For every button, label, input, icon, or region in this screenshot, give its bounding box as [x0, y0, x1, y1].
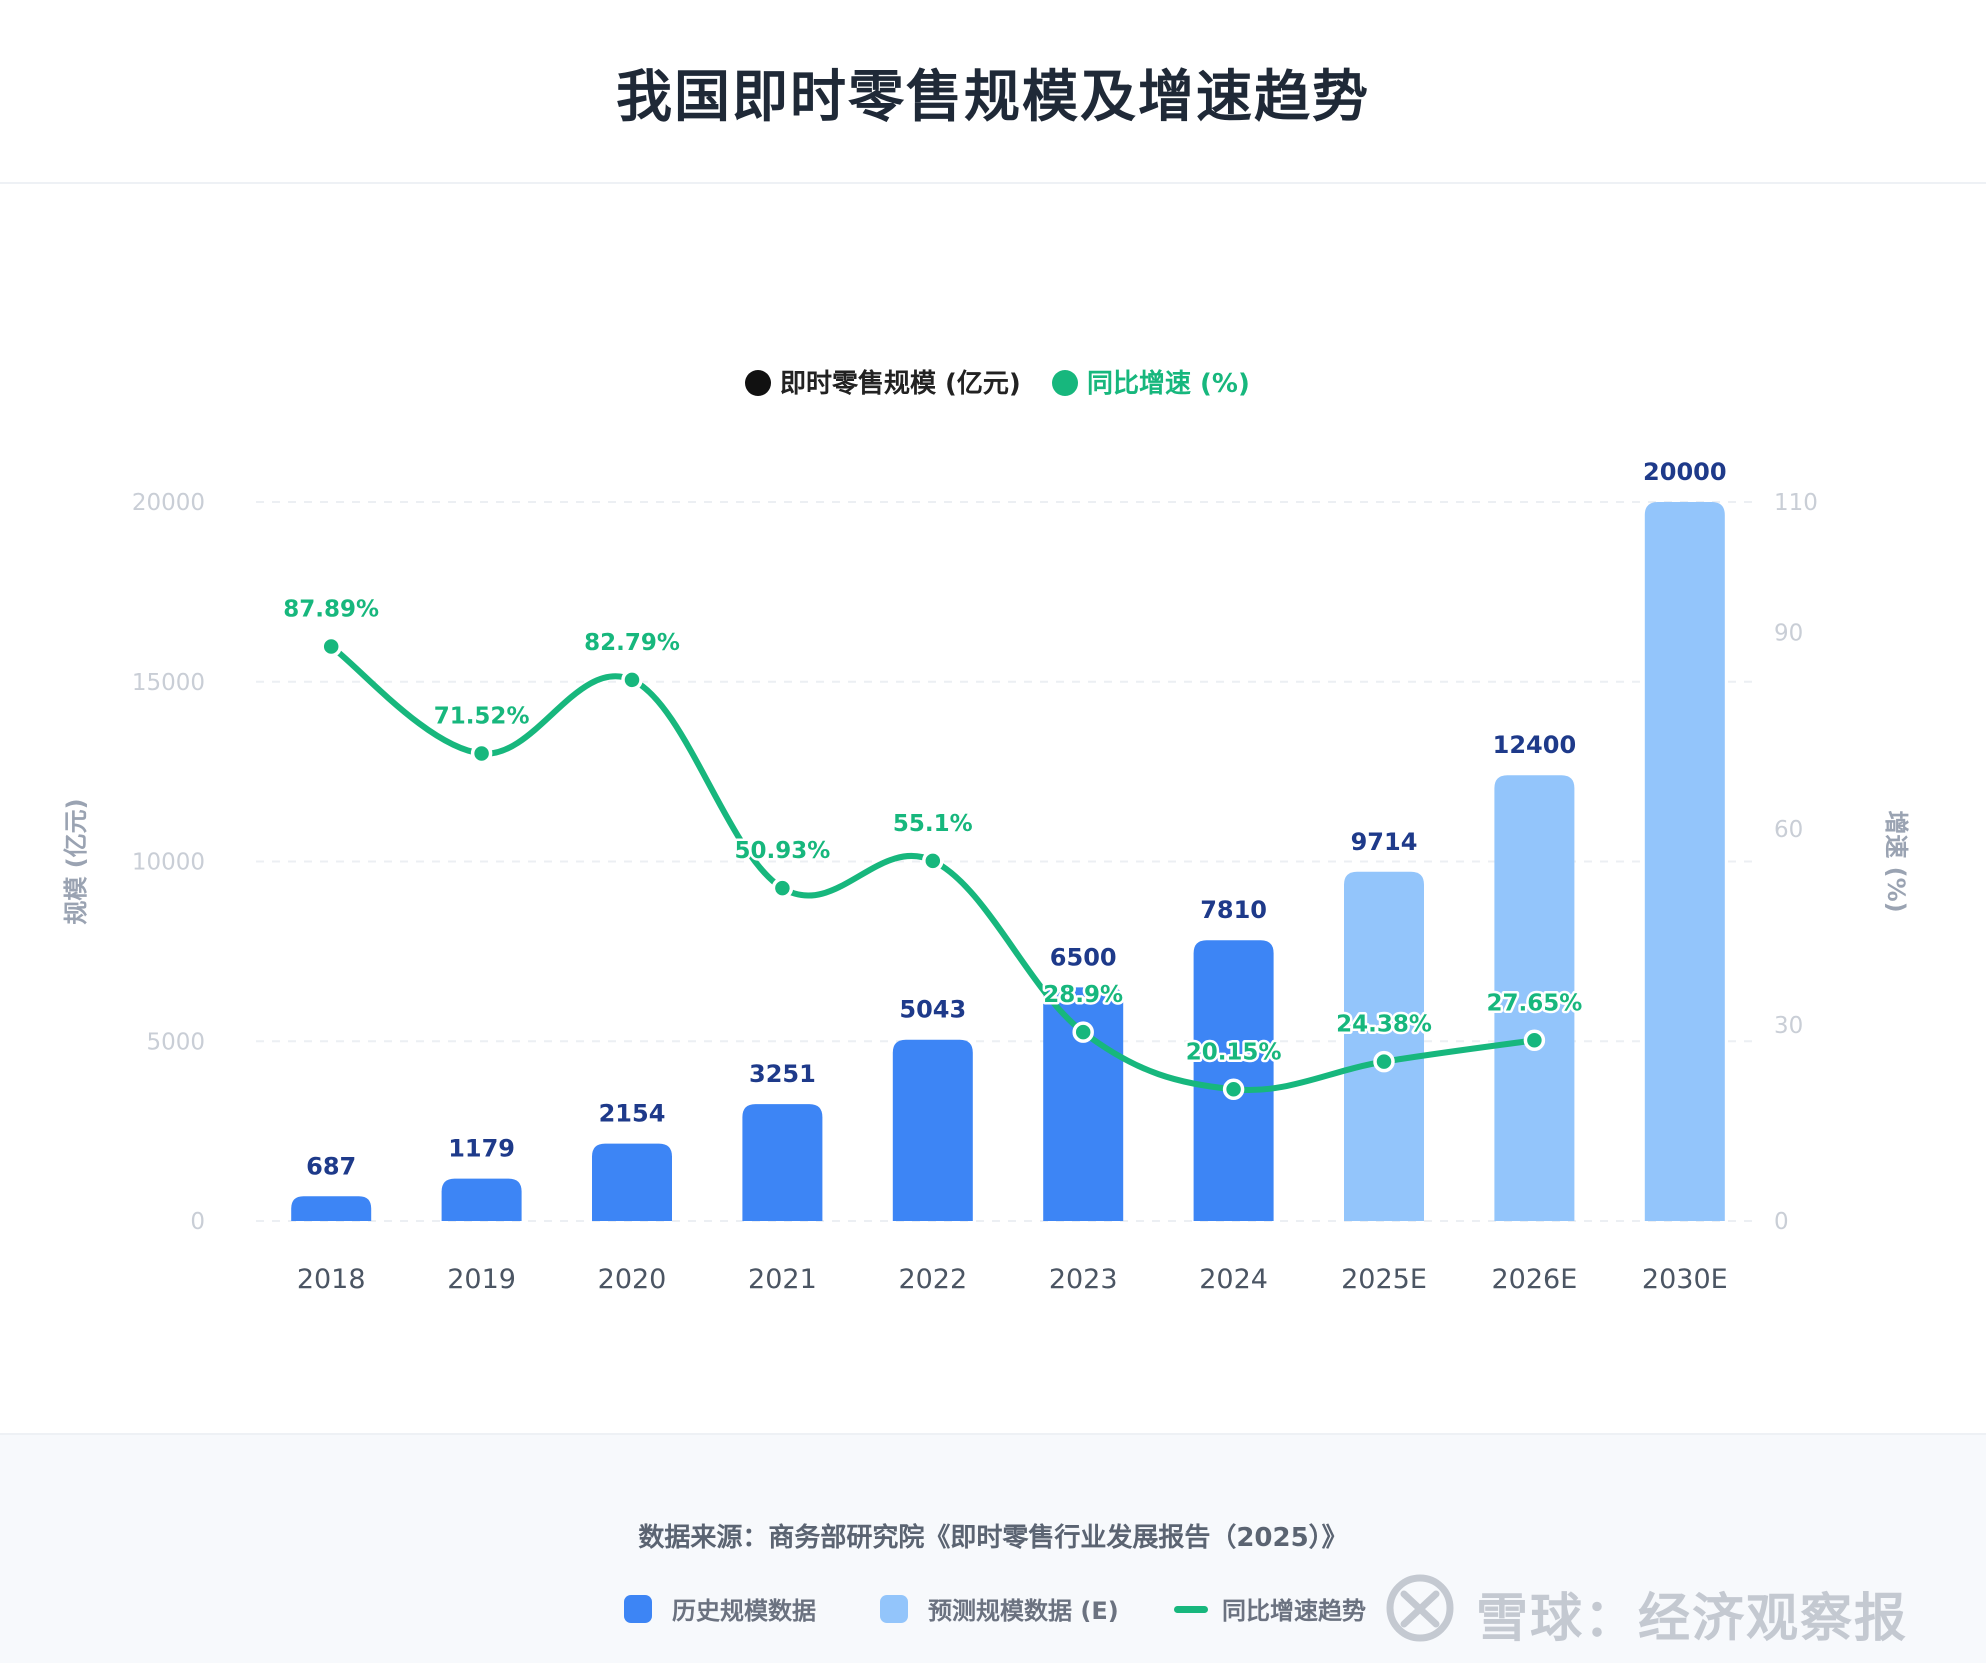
- growth-label-2024: 20.15%: [1186, 1039, 1282, 1065]
- watermark-text: 雪球：经济观察报: [1476, 1589, 1909, 1649]
- growth-label-2019: 71.52%: [434, 704, 530, 730]
- growth-line: 87.89% 71.52% 82.79% 50.93% 55.1% 28.9% 20.15%…: [281, 594, 1585, 1101]
- legend-dot-icon: [745, 370, 771, 396]
- growth-point-2020: [621, 669, 643, 691]
- footer-legend: 历史规模数据 预测规模数据 (E) 同比增速趋势: [0, 1587, 1986, 1627]
- growth-point-2026E: [1523, 1029, 1546, 1052]
- bar-2030E: [1644, 502, 1725, 1221]
- bar-label-2024: 7810: [1200, 896, 1267, 924]
- left-y-axis: 0 5000 10000 15000 20000 规模 (亿元): [62, 490, 205, 1235]
- bar-2019: [441, 1178, 522, 1221]
- x-tick-2030E: 2030E: [1642, 1264, 1728, 1295]
- y-tick-label: 0: [190, 1209, 205, 1235]
- x-axis: 2018 2019 2020 2021 2022 2023 2024 2025E 2026E 20…: [297, 1264, 1728, 1295]
- growth-point-2021: [771, 877, 794, 899]
- bar-label-2022: 5043: [899, 996, 966, 1024]
- watermark: 雪球：经济观察报: [1380, 1568, 1940, 1649]
- growth-line-path: [328, 643, 1538, 1094]
- growth-label-2018: 87.89%: [283, 597, 379, 623]
- x-tick-2018: 2018: [297, 1264, 366, 1295]
- bar-2022: [892, 1039, 973, 1221]
- bar-2020: [592, 1143, 672, 1221]
- x-tick-2023: 2023: [1049, 1264, 1118, 1295]
- growth-label-2022: 55.1%: [893, 811, 973, 837]
- bar-label-2025E: 9714: [1351, 828, 1418, 856]
- x-tick-2021: 2021: [748, 1264, 817, 1295]
- y2-tick-label: 0: [1774, 1209, 1789, 1235]
- growth-point-2023: [1072, 1021, 1094, 1043]
- bar-labels: 687 1179 2154 3251 5043 6500 7810 9714 12400 2000…: [306, 458, 1726, 1180]
- x-tick-2024: 2024: [1199, 1264, 1268, 1295]
- y2-tick-label: 110: [1774, 490, 1818, 516]
- x-tick-2022: 2022: [898, 1264, 967, 1295]
- y-axis-title: 规模 (亿元): [62, 798, 90, 924]
- legend-label-growth: 同比增速趋势: [1222, 1597, 1366, 1625]
- bar-2018: [291, 1196, 372, 1221]
- growth-point-2022: [922, 850, 944, 872]
- growth-point-2019: [470, 742, 493, 765]
- y2-tick-label: 90: [1774, 621, 1803, 647]
- growth-point-2024: [1222, 1078, 1245, 1101]
- y-tick-label: 10000: [132, 850, 205, 876]
- right-y-axis: 0 30 60 90 110 增速 (%): [1774, 490, 1910, 1235]
- y2-tick-label: 60: [1774, 817, 1803, 843]
- top-legend: 即时零售规模 (亿元) 同比增速 (%): [745, 368, 1250, 399]
- legend-label-scale: 即时零售规模 (亿元): [780, 368, 1021, 399]
- bar-label-2018: 687: [306, 1152, 356, 1180]
- legend-label-forecast: 预测规模数据 (E): [928, 1597, 1119, 1625]
- history-swatch-icon: [624, 1595, 652, 1623]
- bar-2026E: [1494, 775, 1575, 1221]
- growth-point-2025E: [1373, 1050, 1395, 1073]
- growth-label-2026E: 27.65%: [1487, 990, 1583, 1016]
- legend-label-growth: 同比增速 (%): [1087, 368, 1250, 399]
- legend-label-history: 历史规模数据: [672, 1597, 816, 1625]
- data-source: 数据来源：商务部研究院《即时零售行业发展报告（2025）》: [638, 1523, 1348, 1553]
- snowball-logo-icon: [1386, 1574, 1454, 1642]
- y2-axis-title: 增速 (%): [1882, 810, 1910, 912]
- y-tick-label: 20000: [132, 490, 205, 516]
- growth-label-2020: 82.79%: [584, 630, 680, 656]
- chart-title: 我国即时零售规模及增速趋势: [616, 65, 1370, 130]
- bar-label-2030E: 20000: [1643, 458, 1727, 486]
- growth-line-icon: [1174, 1606, 1208, 1613]
- x-tick-2026E: 2026E: [1492, 1264, 1578, 1295]
- bar-label-2023: 6500: [1050, 943, 1117, 971]
- bar-label-2021: 3251: [749, 1060, 816, 1088]
- y2-tick-label: 30: [1774, 1013, 1803, 1039]
- legend-dot-icon: [1052, 370, 1078, 396]
- growth-point-2018: [320, 635, 342, 658]
- forecast-swatch-icon: [880, 1595, 908, 1623]
- bar-label-2020: 2154: [599, 1100, 666, 1128]
- footer: 数据来源：商务部研究院《即时零售行业发展报告（2025）》 历史规模数据 预测规…: [0, 1433, 1986, 1663]
- bar-label-2026E: 12400: [1493, 731, 1577, 759]
- bar-label-2019: 1179: [448, 1135, 515, 1163]
- growth-label-2023: 28.9%: [1043, 982, 1123, 1008]
- bar-2021: [742, 1104, 823, 1221]
- bar-2025E: [1344, 871, 1424, 1221]
- header: 我国即时零售规模及增速趋势: [0, 0, 1986, 184]
- y-tick-label: 15000: [132, 670, 205, 696]
- x-tick-2019: 2019: [447, 1264, 516, 1295]
- growth-label-2025E: 24.38%: [1336, 1012, 1432, 1038]
- x-tick-2020: 2020: [598, 1264, 667, 1295]
- x-tick-2025E: 2025E: [1341, 1264, 1427, 1295]
- growth-label-2021: 50.93%: [735, 838, 831, 864]
- combo-chart: 0 5000 10000 15000 20000 规模 (亿元) 0 30 60 90 110 增速…: [62, 368, 1910, 1295]
- y-tick-label: 5000: [146, 1029, 205, 1055]
